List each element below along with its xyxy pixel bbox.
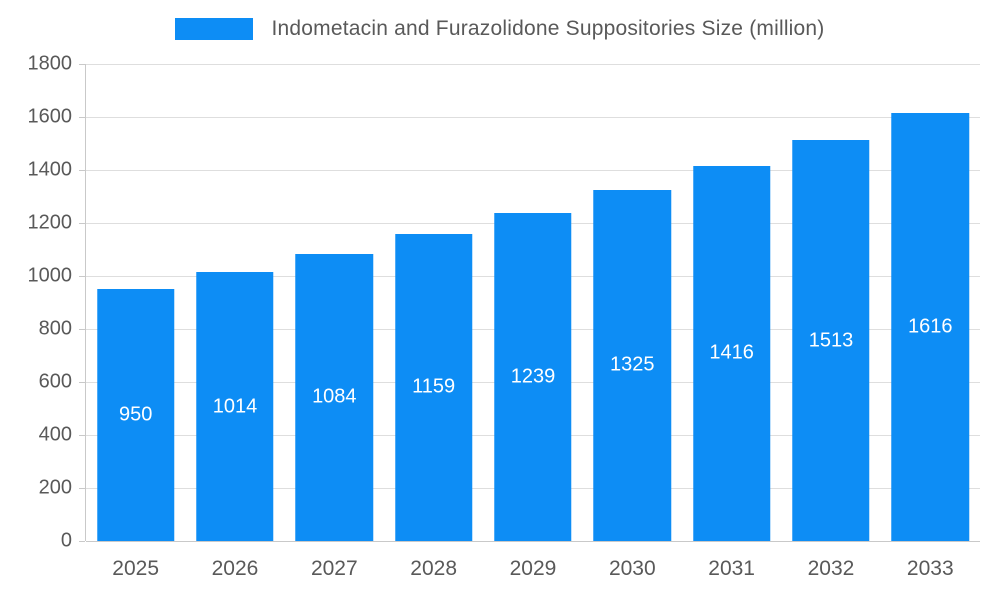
bar-slot-2031: 1416 2031 (682, 64, 781, 580)
bar-2030[interactable]: 1325 (593, 189, 672, 541)
plot-area: 0 200 400 600 800 1000 1200 1400 1600 1800 950 202… (28, 53, 980, 580)
x-axis-label-2026: 2026 (211, 557, 259, 580)
gridline-1800 (86, 64, 980, 65)
gridline-1400 (86, 170, 980, 171)
y-tick-mark (79, 435, 85, 436)
y-axis-label-1000: 1000 (27, 264, 73, 287)
x-axis-label-2027: 2027 (310, 557, 358, 580)
gridline-1600 (86, 117, 980, 118)
bar-value-label-2032: 1513 (808, 329, 854, 352)
bar-value-label-2025: 950 (118, 403, 153, 426)
bar-2031[interactable]: 1416 (692, 165, 771, 541)
chart-title: Indometacin and Furazolidone Suppositori… (271, 17, 825, 40)
y-tick-mark (79, 223, 85, 224)
gridline-0 (86, 541, 980, 542)
x-axis-label-2030: 2030 (608, 557, 656, 580)
bar-slot-2030: 1325 2030 (583, 64, 682, 580)
x-axis-label-2032: 2032 (807, 557, 855, 580)
y-tick-mark (79, 382, 85, 383)
bar-value-label-2030: 1325 (610, 353, 655, 376)
bar-2032[interactable]: 1513 (792, 140, 870, 541)
y-axis-label-600: 600 (38, 370, 72, 393)
y-axis-label-1200: 1200 (27, 211, 73, 234)
x-axis-label-2031: 2031 (708, 557, 755, 580)
x-axis-label-2028: 2028 (410, 557, 457, 580)
bar-2028[interactable]: 1159 (394, 233, 473, 541)
y-axis-label-200: 200 (38, 476, 72, 499)
y-tick-mark (79, 276, 85, 277)
bar-slot-2025: 950 2025 (86, 64, 185, 580)
bar-2027[interactable]: 1084 (295, 253, 374, 541)
bar-value-label-2028: 1159 (412, 375, 456, 398)
bar-slot-2027: 1084 2027 (285, 64, 384, 580)
x-axis-label-2029: 2029 (509, 557, 557, 580)
y-axis-label-1600: 1600 (27, 105, 73, 128)
y-tick-mark (79, 170, 85, 171)
y-tick-mark (79, 541, 85, 542)
bar-2026[interactable]: 1014 (196, 272, 274, 541)
bar-value-label-2027: 1084 (312, 385, 357, 408)
bar-2029[interactable]: 1239 (494, 212, 572, 541)
y-axis-label-0: 0 (60, 529, 72, 552)
bar-2025[interactable]: 950 (96, 289, 175, 541)
bar-value-label-2033: 1616 (908, 315, 953, 338)
y-axis-label-800: 800 (38, 317, 72, 340)
x-axis-label-2033: 2033 (906, 557, 954, 580)
bar-slot-2033: 1616 2033 (881, 64, 980, 580)
y-tick-mark (79, 488, 85, 489)
bar-value-label-2031: 1416 (709, 341, 754, 364)
y-tick-mark (79, 329, 85, 330)
y-axis-label-1800: 1800 (27, 52, 73, 75)
y-axis-label-1400: 1400 (27, 158, 73, 181)
x-axis-label-2025: 2025 (112, 557, 160, 580)
y-axis-label-400: 400 (38, 423, 72, 446)
bar-slot-2029: 1239 2029 (483, 64, 582, 580)
legend-swatch (175, 18, 254, 40)
bar-value-label-2029: 1239 (510, 365, 556, 388)
bar-value-label-2026: 1014 (212, 395, 258, 418)
bar-slots: 950 2025 1014 2026 1084 2027 1159 2028 1239 2029 1… (86, 64, 980, 580)
chart-legend: Indometacin and Furazolidone Suppositori… (0, 12, 1000, 46)
y-tick-mark (79, 64, 85, 65)
bar-slot-2028: 1159 2028 (384, 64, 483, 580)
bar-slot-2026: 1014 2026 (185, 64, 284, 580)
y-tick-mark (79, 117, 85, 118)
bar-2033[interactable]: 1616 (891, 112, 970, 541)
bar-slot-2032: 1513 2032 (781, 64, 880, 580)
